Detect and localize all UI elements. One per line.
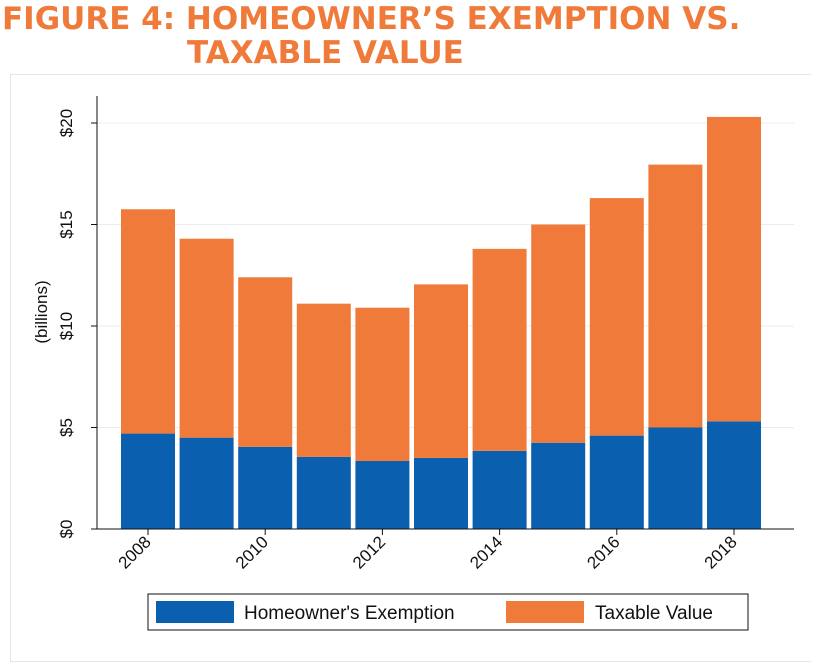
bar-taxable-value (355, 307, 410, 461)
bars (121, 116, 761, 529)
x-tick-label: 2014 (466, 532, 506, 572)
x-tick-label: 2018 (701, 532, 741, 572)
bar-taxable-value (121, 209, 175, 434)
y-tick-label: $15 (57, 210, 76, 238)
bar-homeowners-exemption (355, 460, 410, 529)
y-tick-label: $20 (57, 109, 76, 137)
legend-box (147, 593, 749, 631)
bar-taxable-value (296, 303, 351, 457)
legend: Homeowner's Exemption Taxable Value (147, 593, 749, 631)
y-tick-label: $5 (57, 418, 76, 437)
bar-homeowners-exemption (531, 442, 586, 529)
bar-homeowners-exemption (238, 446, 293, 529)
bar-taxable-value (707, 116, 761, 422)
bar-taxable-value (238, 277, 293, 447)
chart-title-line-1: FIGURE 4: HOMEOWNER’S EXEMPTION VS. (2, 1, 741, 37)
x-tick-label: 2016 (583, 532, 623, 572)
bar-homeowners-exemption (707, 421, 761, 529)
x-tick-label: 2008 (115, 532, 155, 572)
bar-taxable-value (648, 164, 703, 428)
x-tick-label: 2012 (349, 532, 389, 572)
bar-taxable-value (531, 224, 586, 443)
y-tick-labels: $0 $5 $10 $15 $20 (57, 109, 76, 539)
legend-label-homeowners-exemption: Homeowner's Exemption (244, 603, 455, 624)
bar-homeowners-exemption (414, 457, 468, 529)
chart-title-line-2: TAXABLE VALUE (187, 35, 464, 71)
x-tick-label: 2010 (232, 532, 272, 572)
bar-homeowners-exemption (121, 433, 175, 529)
y-tick-label: $0 (57, 520, 76, 539)
chart-frame (10, 74, 811, 662)
y-tick-label: $10 (57, 312, 76, 340)
bar-homeowners-exemption (589, 435, 644, 529)
bar-taxable-value (179, 238, 234, 438)
bar-homeowners-exemption (648, 427, 703, 529)
x-tick-labels: 2008 2010 2012 2014 2016 2018 (115, 532, 741, 572)
legend-swatch-homeowners-exemption (156, 601, 234, 623)
bar-homeowners-exemption (296, 456, 351, 529)
legend-swatch-taxable-value (506, 601, 584, 623)
bar-homeowners-exemption (472, 450, 527, 529)
y-axis-label: (billions) (32, 280, 51, 343)
legend-label-taxable-value: Taxable Value (595, 603, 713, 624)
axes (91, 96, 794, 535)
bar-homeowners-exemption (179, 437, 234, 529)
bar-taxable-value (414, 284, 468, 458)
bar-taxable-value (472, 248, 527, 451)
bar-taxable-value (589, 198, 644, 436)
